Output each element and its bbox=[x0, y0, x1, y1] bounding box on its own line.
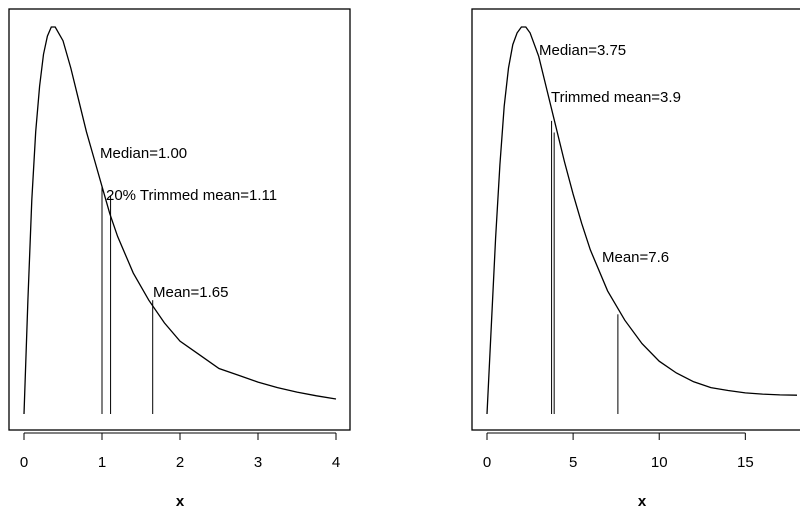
left-mean-label: Mean=1.65 bbox=[153, 284, 228, 301]
left-plot-frame bbox=[8, 8, 351, 431]
right-mean-label: Mean=7.6 bbox=[602, 249, 669, 266]
left-marker-lines bbox=[101, 186, 154, 414]
left-x-axis: 0 1 2 3 4 bbox=[20, 432, 340, 471]
right-x-axis-title: x bbox=[638, 493, 647, 507]
right-plot-panel: 0 5 10 15 Median=3.75 Trimmed mean=3.9 Mean… bbox=[471, 8, 800, 507]
left-trimmed-mean-label: 20% Trimmed mean=1.11 bbox=[106, 187, 277, 204]
left-median-label: Median=1.00 bbox=[100, 145, 187, 162]
right-plot-frame bbox=[471, 8, 800, 431]
right-x-axis: 0 5 10 15 bbox=[483, 432, 754, 471]
right-x-tick-label-3: 15 bbox=[737, 454, 754, 471]
left-x-tick-label-2: 2 bbox=[176, 454, 184, 471]
left-x-tick-label-0: 0 bbox=[20, 454, 28, 471]
left-x-axis-title: x bbox=[176, 493, 185, 507]
left-x-tick-label-4: 4 bbox=[332, 454, 340, 471]
right-x-tick-label-1: 5 bbox=[569, 454, 577, 471]
right-x-tick-label-0: 0 bbox=[483, 454, 491, 471]
left-x-tick-label-3: 3 bbox=[254, 454, 262, 471]
left-x-tick-label-1: 1 bbox=[98, 454, 106, 471]
right-marker-lines bbox=[551, 120, 619, 414]
right-x-tick-label-2: 10 bbox=[651, 454, 668, 471]
right-density-curve bbox=[486, 26, 798, 415]
right-median-label: Median=3.75 bbox=[539, 42, 626, 59]
right-trimmed-mean-label: Trimmed mean=3.9 bbox=[551, 89, 681, 106]
left-density-curve bbox=[23, 26, 337, 415]
